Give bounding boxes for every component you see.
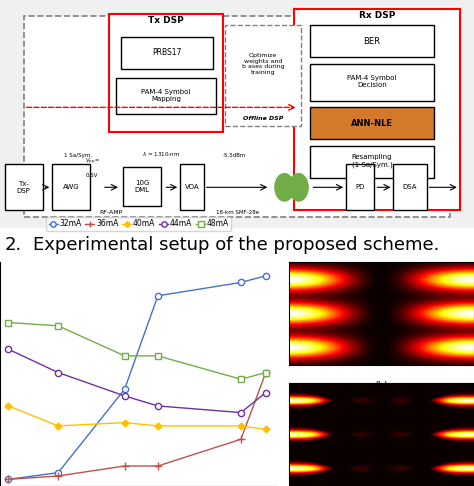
Line: 40mA: 40mA	[6, 403, 268, 432]
32mA	[238, 279, 244, 285]
36mA	[6, 476, 11, 482]
44mA	[263, 390, 269, 396]
40mA	[263, 426, 269, 432]
Text: $V_{pp}=$: $V_{pp}=$	[85, 156, 101, 167]
Line: 44mA: 44mA	[5, 346, 269, 416]
Text: VOA: VOA	[185, 184, 199, 191]
Text: (b): (b)	[374, 381, 389, 390]
36mA	[55, 473, 61, 479]
Text: PAM-4 Symbol
Mapping: PAM-4 Symbol Mapping	[141, 89, 191, 103]
44mA	[55, 370, 61, 376]
32mA	[122, 386, 128, 392]
Text: 10G
DML: 10G DML	[135, 180, 150, 192]
44mA	[155, 403, 161, 409]
48mA	[238, 376, 244, 382]
32mA	[55, 470, 61, 476]
44mA	[6, 347, 11, 352]
40mA	[6, 403, 11, 409]
48mA	[263, 370, 269, 376]
Text: Experimental setup of the proposed scheme.: Experimental setup of the proposed schem…	[33, 236, 439, 255]
44mA	[238, 410, 244, 416]
Line: 48mA: 48mA	[5, 319, 269, 382]
FancyBboxPatch shape	[180, 164, 204, 210]
Text: Tx-
DSP: Tx- DSP	[17, 181, 31, 194]
Text: PRBS17: PRBS17	[153, 48, 182, 57]
Text: 2.: 2.	[5, 236, 22, 255]
Line: 36mA: 36mA	[4, 369, 270, 483]
Ellipse shape	[275, 174, 294, 201]
Text: Tx DSP: Tx DSP	[148, 16, 184, 25]
Text: Offline DSP: Offline DSP	[243, 116, 283, 122]
44mA	[122, 393, 128, 399]
Text: ANN-NLE: ANN-NLE	[351, 119, 393, 128]
Ellipse shape	[289, 174, 308, 201]
FancyBboxPatch shape	[294, 9, 460, 210]
32mA	[6, 476, 11, 482]
Text: 18-km SMF-28e: 18-km SMF-28e	[216, 210, 259, 215]
Text: AWG: AWG	[63, 184, 80, 191]
Text: Rx DSP: Rx DSP	[359, 12, 395, 20]
Text: 0.5V: 0.5V	[85, 173, 98, 178]
32mA	[263, 273, 269, 278]
FancyBboxPatch shape	[310, 107, 434, 139]
Text: -5.5dBm: -5.5dBm	[223, 153, 246, 157]
FancyBboxPatch shape	[116, 78, 216, 114]
40mA	[238, 423, 244, 429]
Text: Optimize
weights and
b ases during
training: Optimize weights and b ases during train…	[242, 53, 284, 75]
Text: 1 Sa/Sym.: 1 Sa/Sym.	[64, 153, 92, 157]
48mA	[155, 353, 161, 359]
FancyBboxPatch shape	[310, 64, 434, 101]
FancyBboxPatch shape	[121, 36, 213, 69]
FancyBboxPatch shape	[393, 164, 427, 210]
Legend: 32mA, 36mA, 40mA, 44mA, 48mA: 32mA, 36mA, 40mA, 44mA, 48mA	[46, 217, 231, 231]
Text: RF-AMP: RF-AMP	[100, 210, 123, 215]
Text: PAM-4 Symbol
Decision: PAM-4 Symbol Decision	[347, 74, 397, 87]
Text: PD: PD	[356, 184, 365, 191]
FancyBboxPatch shape	[123, 167, 161, 206]
Line: 32mA: 32mA	[5, 273, 269, 483]
36mA	[122, 463, 128, 469]
36mA	[238, 436, 244, 442]
48mA	[6, 320, 11, 326]
FancyBboxPatch shape	[109, 14, 223, 133]
FancyBboxPatch shape	[52, 164, 90, 210]
40mA	[122, 420, 128, 426]
FancyBboxPatch shape	[310, 146, 434, 178]
FancyBboxPatch shape	[225, 25, 301, 126]
Text: DSA: DSA	[403, 184, 417, 191]
Text: BER: BER	[364, 36, 381, 46]
48mA	[122, 353, 128, 359]
36mA	[263, 370, 269, 376]
36mA	[155, 463, 161, 469]
FancyBboxPatch shape	[24, 16, 450, 217]
Text: Resampling
(1 Sa/Sym.): Resampling (1 Sa/Sym.)	[352, 154, 392, 168]
FancyBboxPatch shape	[346, 164, 374, 210]
40mA	[55, 423, 61, 429]
FancyBboxPatch shape	[310, 25, 434, 57]
FancyBboxPatch shape	[5, 164, 43, 210]
40mA	[155, 423, 161, 429]
48mA	[55, 323, 61, 329]
32mA	[155, 293, 161, 299]
Text: $\lambda$ = 1310-nm: $\lambda$ = 1310-nm	[142, 150, 180, 157]
